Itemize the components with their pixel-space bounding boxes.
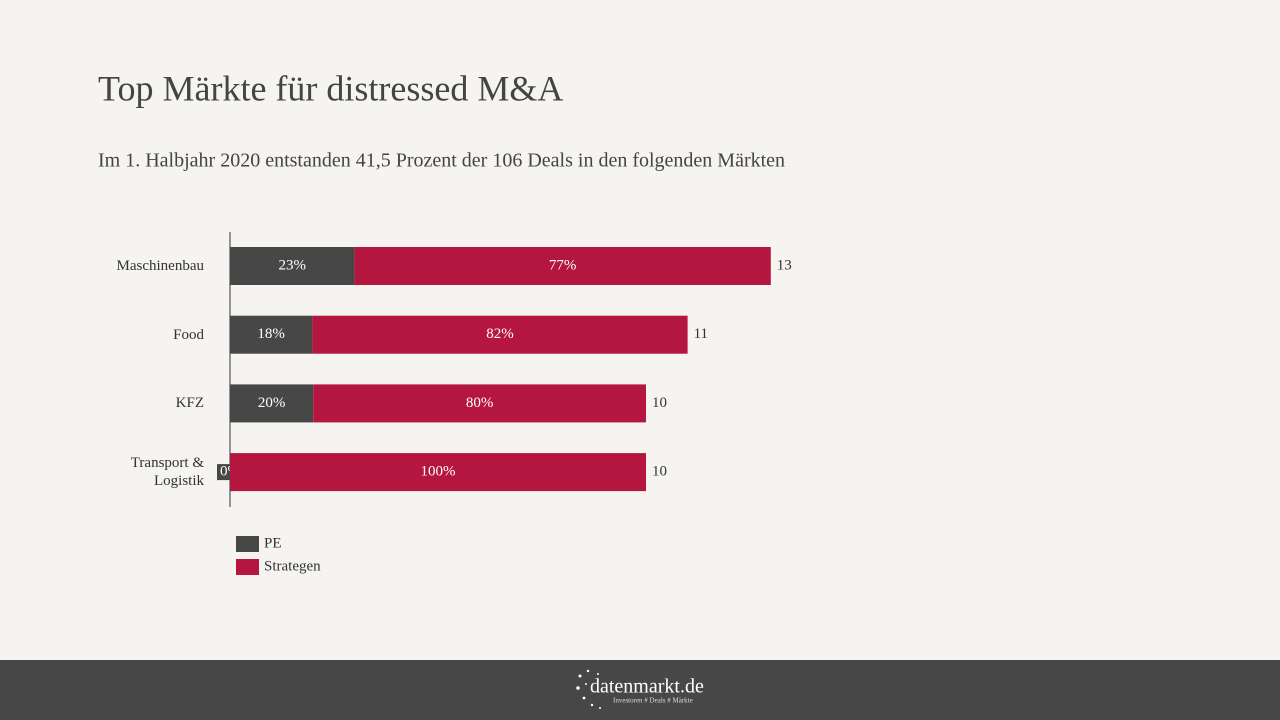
footer-logo: datenmarkt.de (590, 676, 704, 698)
category-label: KFZ (175, 395, 204, 412)
legend-label: Strategen (264, 558, 321, 574)
bar-segment (354, 247, 771, 285)
value-label: 77% (549, 257, 577, 273)
value-label: 80% (466, 395, 494, 411)
legend-label: PE (264, 535, 282, 551)
chart-subtitle: Im 1. Halbjahr 2020 entstanden 41,5 Proz… (98, 150, 785, 172)
value-label: 20% (258, 395, 286, 411)
total-label: 10 (652, 395, 667, 411)
bar-segment (230, 247, 355, 285)
bar-segment (312, 315, 688, 354)
value-label: 18% (257, 326, 285, 342)
total-label: 11 (694, 326, 708, 342)
category-label: Transport & Logistik (130, 455, 204, 490)
value-label: 82% (486, 326, 514, 342)
category-label: Food (173, 326, 204, 343)
total-label: 10 (652, 464, 667, 480)
bar-segment (313, 384, 646, 423)
category-label: Maschinenbau (116, 258, 204, 274)
footer-band (0, 660, 1280, 720)
value-label: 23% (278, 257, 306, 273)
bar-segment (230, 315, 313, 354)
bar-segment (230, 453, 646, 492)
logo-dots (576, 669, 601, 709)
chart-title: Top Märkte für distressed M&A (98, 68, 563, 108)
bar-segment (230, 384, 314, 423)
legend-swatch (236, 536, 259, 552)
total-label: 13 (777, 257, 792, 273)
legend-swatch (236, 559, 259, 575)
value-label: 100% (421, 464, 456, 480)
footer-tagline: Investoren # Deals # Märkte (613, 697, 693, 705)
